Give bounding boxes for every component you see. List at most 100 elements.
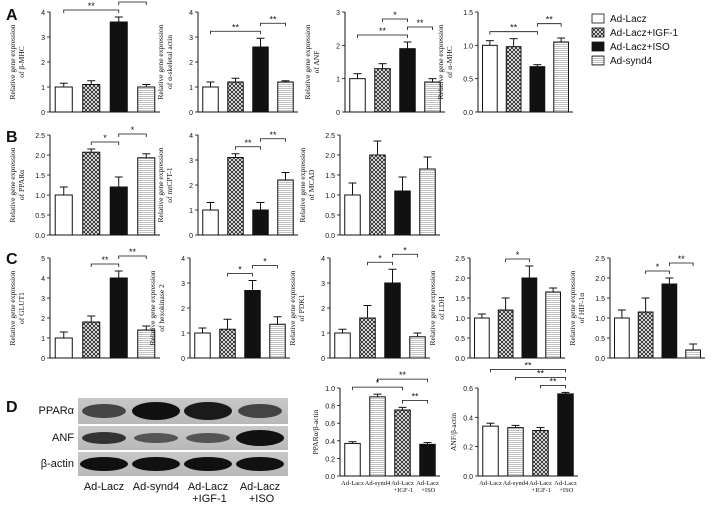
- bar: [244, 290, 261, 359]
- bar: [252, 209, 269, 236]
- y-tick-label: 0.5: [325, 213, 335, 220]
- y-axis-label: Relative gene expression: [156, 147, 165, 222]
- bar: [482, 425, 499, 477]
- y-tick-label: 0.0: [463, 110, 473, 117]
- legend-label: Ad-Lacz: [610, 14, 647, 25]
- legend-label: Ad-Lacz+IGF-1: [610, 28, 679, 39]
- bar: [497, 309, 514, 359]
- y-tick-label: 0.2: [463, 445, 473, 452]
- bar: [359, 317, 376, 359]
- y-tick-label: 4: [41, 10, 45, 17]
- y-tick-label: 4: [321, 256, 325, 263]
- significance-bracket: [260, 22, 286, 27]
- error-bar: [206, 202, 215, 210]
- significance-label: *: [403, 245, 407, 255]
- bar: [521, 277, 538, 359]
- significance-bracket: [260, 138, 286, 142]
- y-tick-label: 4: [189, 10, 193, 17]
- error-bar: [536, 427, 545, 431]
- y-axis-label: Relative gene expression: [303, 24, 312, 99]
- y-axis-label: of MCAD: [307, 169, 316, 200]
- blot-lane-label: Ad-synd4: [133, 481, 179, 493]
- bar: [529, 66, 546, 113]
- significance-label: **: [244, 138, 252, 148]
- y-axis-label: of ANF: [312, 51, 321, 74]
- bar: [202, 209, 219, 236]
- error-bar: [557, 37, 566, 42]
- bar: [194, 332, 211, 359]
- y-axis-label: of β-MHC: [17, 46, 26, 78]
- bar: [614, 317, 630, 359]
- significance-label: **: [129, 247, 137, 257]
- y-tick-label: 0.0: [35, 233, 45, 240]
- error-bar: [281, 80, 290, 82]
- bar: [109, 186, 128, 236]
- y-tick-label: 2.0: [325, 153, 335, 160]
- y-tick-label: 1.0: [455, 316, 465, 323]
- error-bar: [378, 63, 387, 69]
- error-bar: [231, 77, 240, 82]
- y-axis-label: Relative gene expression: [298, 147, 307, 222]
- significance-label: **: [411, 391, 419, 401]
- y-axis-label: Relative gene expression: [568, 270, 577, 345]
- x-tick-label: Ad-Lacz +ISO: [554, 480, 577, 494]
- significance-bracket: [645, 270, 670, 274]
- error-bar: [533, 64, 542, 67]
- bar: [374, 68, 391, 113]
- y-tick-label: 0.8: [325, 404, 335, 411]
- y-axis-label: of LDH: [437, 296, 446, 320]
- significance-label: **: [379, 26, 387, 36]
- significance-bracket: [490, 369, 566, 373]
- y-tick-label: 0.0: [455, 356, 465, 363]
- x-tick-label: Ad-Lacz: [479, 480, 502, 487]
- y-tick-label: 1: [189, 208, 193, 215]
- significance-label: **: [88, 1, 96, 11]
- y-tick-label: 0.5: [35, 213, 45, 220]
- error-bar: [477, 313, 486, 318]
- error-bar: [413, 332, 422, 337]
- bar: [505, 46, 522, 113]
- error-bar: [641, 297, 650, 312]
- y-tick-label: 0: [181, 356, 185, 363]
- bar: [252, 46, 269, 113]
- blot-row-label: β-actin: [41, 458, 74, 470]
- significance-label: **: [537, 368, 545, 378]
- y-tick-label: 1: [181, 331, 185, 338]
- significance-label: *: [378, 253, 382, 263]
- y-axis-label: ANF/β-actin: [449, 413, 458, 451]
- y-tick-label: 2: [189, 60, 193, 67]
- y-axis-label: Relative gene expression: [436, 24, 445, 99]
- significance-bracket: [407, 26, 433, 30]
- significance-label: **: [269, 14, 277, 24]
- significance-label: **: [510, 23, 518, 33]
- y-tick-label: 1.0: [35, 193, 45, 200]
- error-bar: [486, 422, 495, 427]
- bar: [82, 151, 101, 236]
- bar: [557, 393, 574, 477]
- significance-bracket: [118, 1, 147, 5]
- y-tick-label: 2: [336, 43, 340, 50]
- significance-label: *: [263, 257, 267, 267]
- y-tick-label: 0: [336, 110, 340, 117]
- y-tick-label: 0: [41, 356, 45, 363]
- y-tick-label: 3: [41, 296, 45, 303]
- x-tick-label: Ad-synd4: [365, 480, 391, 487]
- y-tick-label: 0.6: [463, 386, 473, 393]
- bar: [137, 157, 156, 236]
- y-axis-label: of mtCPT-1: [165, 167, 174, 203]
- significance-bracket: [402, 399, 428, 404]
- bar: [334, 332, 351, 359]
- significance-bracket: [489, 31, 538, 35]
- error-bar: [142, 84, 151, 87]
- error-bar: [423, 156, 432, 169]
- y-tick-label: 2: [41, 60, 45, 67]
- bar: [661, 283, 678, 359]
- significance-bracket: [90, 263, 120, 267]
- bar: [409, 336, 426, 359]
- error-bar: [525, 265, 534, 278]
- blot-lane-label: Ad-Lacz: [84, 481, 124, 493]
- bar: [384, 282, 401, 359]
- y-tick-label: 3: [336, 10, 340, 17]
- x-tick-label: Ad-Lacz +IGF-1: [529, 480, 552, 494]
- significance-bracket: [118, 255, 147, 259]
